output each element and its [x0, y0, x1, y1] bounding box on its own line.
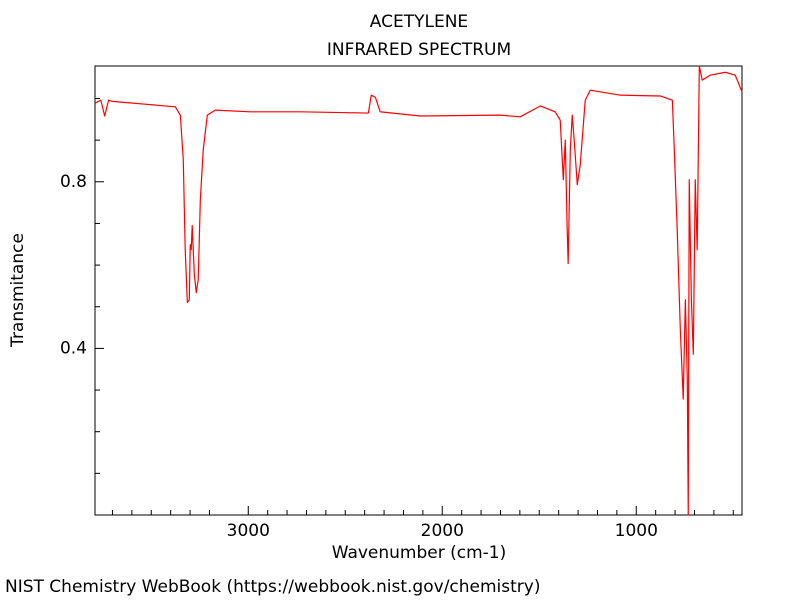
- x-tick-label: 1000: [615, 521, 658, 541]
- footer: NIST Chemistry WebBook (https://webbook.…: [5, 577, 540, 597]
- plot-frame: [94, 65, 743, 516]
- chart-subtitle: INFRARED SPECTRUM: [327, 40, 511, 60]
- spectrum-line: [94, 65, 743, 516]
- y-axis-label: Transmitance: [8, 233, 28, 348]
- x-axis-label: Wavenumber (cm-1): [332, 543, 507, 563]
- y-tick-label: 0.4: [60, 338, 87, 358]
- chart-title: ACETYLENE: [370, 12, 468, 32]
- x-tick-label: 3000: [227, 521, 270, 541]
- y-tick-label: 0.8: [60, 172, 87, 192]
- x-tick-label: 2000: [421, 521, 464, 541]
